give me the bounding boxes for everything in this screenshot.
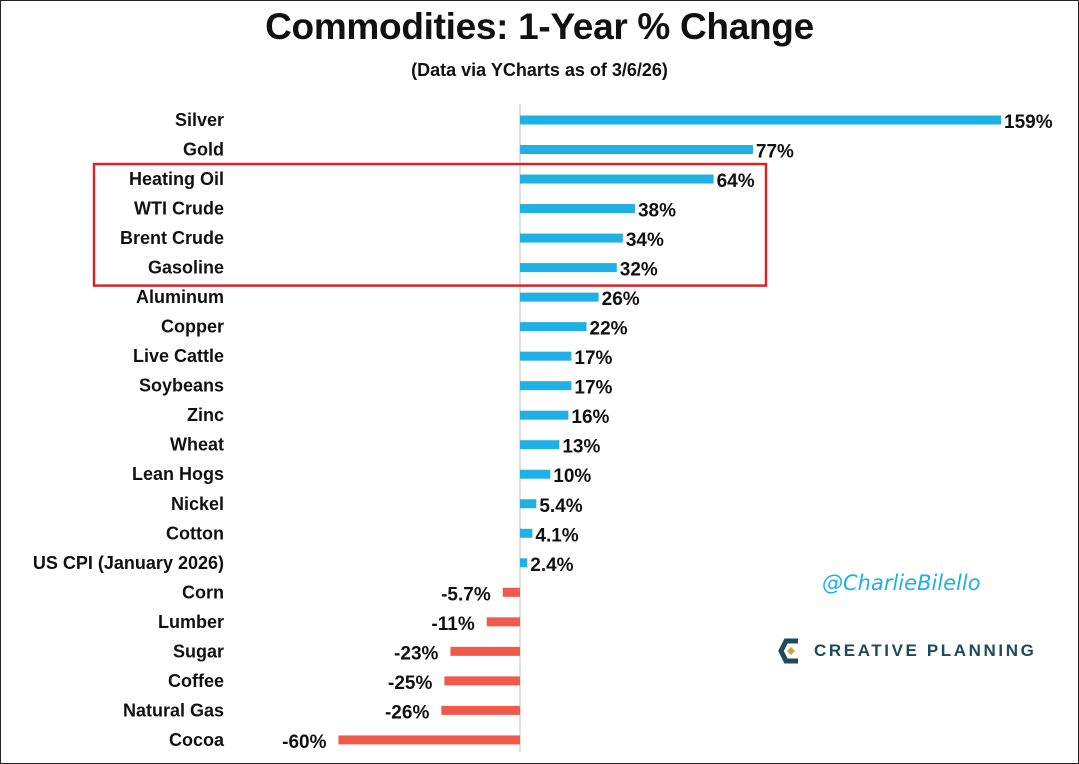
category-label: Live Cattle bbox=[133, 346, 224, 366]
category-label: Copper bbox=[161, 317, 224, 337]
bar bbox=[520, 233, 623, 243]
value-label: -60% bbox=[282, 732, 326, 753]
category-label: WTI Crude bbox=[134, 199, 224, 219]
category-label: Brent Crude bbox=[120, 228, 224, 248]
bar bbox=[450, 646, 520, 656]
bar bbox=[520, 381, 572, 391]
bar bbox=[502, 587, 520, 597]
bar bbox=[520, 292, 599, 302]
category-label: Lumber bbox=[158, 612, 224, 632]
bar bbox=[520, 558, 528, 568]
category-label: Gold bbox=[183, 140, 224, 160]
bar bbox=[486, 617, 520, 627]
bar bbox=[520, 440, 560, 450]
bar bbox=[520, 410, 569, 420]
value-label: 5.4% bbox=[539, 496, 582, 517]
category-label: Natural Gas bbox=[123, 700, 224, 720]
brand-name: CREATIVE PLANNING bbox=[814, 641, 1037, 660]
bar bbox=[520, 322, 587, 332]
value-label: -26% bbox=[385, 702, 429, 723]
value-label: 10% bbox=[553, 466, 591, 487]
bar bbox=[520, 204, 635, 214]
value-label: 159% bbox=[1004, 112, 1053, 133]
bar bbox=[520, 351, 572, 361]
value-label: 38% bbox=[638, 201, 676, 222]
category-label: Silver bbox=[175, 110, 224, 130]
category-label: Lean Hogs bbox=[132, 464, 224, 484]
category-label: Coffee bbox=[168, 671, 224, 691]
chart-subtitle: (Data via YCharts as of 3/6/26) bbox=[411, 60, 668, 80]
bar bbox=[520, 528, 533, 538]
value-label: -23% bbox=[394, 643, 438, 664]
value-label: -5.7% bbox=[441, 584, 491, 605]
category-label: Wheat bbox=[170, 435, 224, 455]
value-label: 16% bbox=[571, 407, 609, 428]
bar bbox=[444, 676, 520, 686]
category-label: Soybeans bbox=[139, 376, 224, 396]
category-label: Corn bbox=[182, 582, 224, 602]
value-label: -11% bbox=[431, 614, 474, 635]
bar bbox=[520, 145, 753, 155]
category-label: Cocoa bbox=[169, 730, 225, 750]
value-label: 32% bbox=[620, 260, 658, 281]
category-label: Zinc bbox=[187, 405, 224, 425]
bar bbox=[520, 499, 537, 509]
value-label: 64% bbox=[717, 171, 755, 192]
value-label: 22% bbox=[590, 319, 628, 340]
value-label: 4.1% bbox=[535, 525, 578, 546]
category-label: Cotton bbox=[166, 523, 224, 543]
bar bbox=[520, 469, 551, 479]
bar bbox=[338, 735, 520, 745]
bar bbox=[441, 705, 520, 715]
category-label: Sugar bbox=[173, 641, 224, 661]
bar bbox=[520, 174, 714, 184]
value-label: 17% bbox=[574, 348, 612, 369]
category-label: Gasoline bbox=[148, 258, 224, 278]
category-label: US CPI (January 2026) bbox=[33, 553, 224, 573]
twitter-handle: @CharlieBilello bbox=[822, 571, 981, 595]
value-label: 77% bbox=[756, 142, 794, 163]
category-label: Heating Oil bbox=[129, 169, 224, 189]
category-label: Nickel bbox=[171, 494, 224, 514]
highlight-box bbox=[92, 162, 768, 287]
value-label: 17% bbox=[574, 378, 612, 399]
value-label: 26% bbox=[602, 289, 640, 310]
value-label: 2.4% bbox=[530, 555, 573, 576]
value-label: 13% bbox=[562, 437, 600, 458]
category-label: Aluminum bbox=[136, 287, 224, 307]
value-label: 34% bbox=[626, 230, 664, 251]
brand-logo: CREATIVE PLANNING bbox=[778, 636, 1036, 666]
value-label: -25% bbox=[388, 673, 432, 694]
bar bbox=[520, 263, 617, 273]
bar bbox=[520, 115, 1001, 125]
chart-title: Commodities: 1-Year % Change bbox=[265, 6, 814, 47]
creative-planning-logo-icon bbox=[778, 638, 798, 664]
